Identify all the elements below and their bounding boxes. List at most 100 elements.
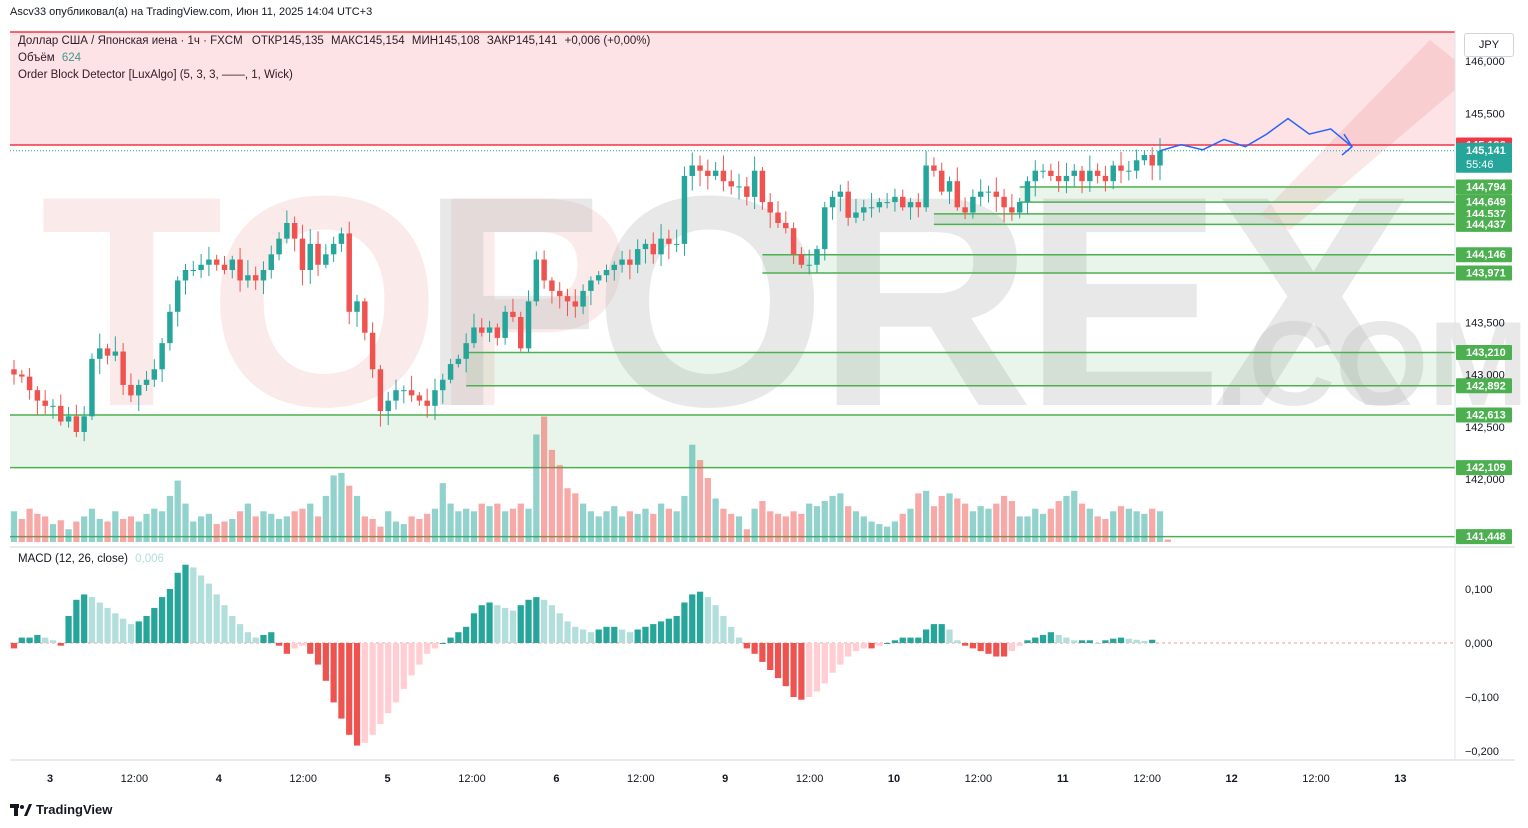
macd-bar <box>657 621 665 643</box>
macd-bar <box>205 583 213 643</box>
volume-bar <box>1110 511 1117 542</box>
candle-body <box>81 416 87 432</box>
volume-bar <box>400 524 407 542</box>
macd-bar <box>1149 639 1156 643</box>
macd-bar <box>923 629 930 643</box>
candle-body <box>486 327 493 333</box>
currency-button[interactable]: JPY <box>1464 33 1514 57</box>
volume-bar <box>408 516 415 542</box>
price-badge-label: 144,794 <box>1466 182 1507 194</box>
macd-bar <box>868 643 875 649</box>
brand-name: TradingView <box>36 802 113 817</box>
candle-body <box>775 212 781 223</box>
candle-body <box>50 405 56 407</box>
volume-bar <box>548 449 556 542</box>
volume-bar <box>127 516 135 542</box>
macd-bar <box>509 610 517 643</box>
volume-bar <box>205 513 213 542</box>
macd-bar <box>673 616 680 643</box>
indicator-legend[interactable]: Order Block Detector [LuxAlgo] (5, 3, 3,… <box>18 69 293 81</box>
bullish-zone <box>933 213 1455 225</box>
volume-bar <box>159 511 166 542</box>
volume-bar <box>720 508 727 542</box>
macd-bar <box>361 643 368 743</box>
candle-body <box>673 243 680 245</box>
candle-body <box>463 343 469 359</box>
volume-bar <box>385 511 392 542</box>
macd-bar <box>696 591 704 643</box>
volume-bar <box>26 508 33 542</box>
candle-body <box>907 202 914 208</box>
open-label: ОТКР <box>251 35 283 47</box>
time-tick-label: 9 <box>722 773 728 785</box>
macd-bar <box>392 643 400 703</box>
volume-bar <box>509 508 517 542</box>
macd-bar <box>743 643 750 649</box>
macd-bar <box>416 643 423 665</box>
candle-body <box>291 222 298 239</box>
volume-bar <box>377 526 384 542</box>
macd-bar <box>611 626 618 643</box>
volume-bar <box>556 465 563 542</box>
tradingview-logo[interactable]: TradingView <box>10 802 112 817</box>
candle-body <box>245 275 251 281</box>
candle-body <box>892 196 898 203</box>
volume-bar <box>774 513 782 542</box>
macd-bar <box>81 594 88 643</box>
macd-bar <box>159 597 166 643</box>
candle-body <box>720 170 727 182</box>
macd-bar <box>299 643 306 646</box>
macd-bar <box>322 643 329 681</box>
volume-bar <box>1149 508 1156 542</box>
macd-bar <box>252 637 259 643</box>
candle-body <box>837 191 844 197</box>
candle-body <box>510 311 516 318</box>
macd-bar <box>1102 640 1109 643</box>
candle-body <box>276 238 282 255</box>
volume-bar <box>829 495 836 542</box>
volume-bar <box>782 516 789 542</box>
macd-bar <box>689 594 696 643</box>
candle-body <box>619 259 625 265</box>
candle-body <box>213 259 220 265</box>
volume-bar <box>213 524 220 542</box>
macd-bar <box>548 605 556 643</box>
macd-tick-label: −0,200 <box>1465 746 1499 758</box>
candle-body <box>915 202 922 208</box>
volume-bar <box>954 498 961 542</box>
watermark-arrow <box>1260 40 1455 230</box>
macd-legend[interactable]: MACD (12, 26, close) 0,006 <box>18 553 164 565</box>
candle-body <box>416 395 423 401</box>
volume-legend[interactable]: Объём 624 <box>18 52 81 64</box>
candle-body <box>346 233 352 312</box>
volume-bar <box>525 508 532 542</box>
macd-bar <box>985 643 992 654</box>
time-tick-label: 12:00 <box>458 773 486 785</box>
macd-bar <box>213 594 220 643</box>
open-value: 145,135 <box>282 35 324 47</box>
macd-bar <box>572 626 579 643</box>
volume-bar <box>977 506 984 542</box>
volume-bar <box>657 503 665 542</box>
macd-bar <box>720 616 727 643</box>
candle-body <box>603 270 610 276</box>
candle-body <box>798 254 805 265</box>
volume-bar <box>338 472 345 542</box>
order-block-zones <box>10 31 1455 538</box>
candle-body <box>502 311 508 338</box>
candle-body <box>822 207 828 250</box>
volume-bar <box>42 516 49 542</box>
candle-body <box>681 175 688 244</box>
price-badge <box>1456 179 1512 195</box>
symbol-legend[interactable]: Доллар США / Японская иена · 1ч · FXCM О… <box>18 35 650 47</box>
axes: 146,000145,500143,500143,000142,500142,0… <box>10 30 1515 785</box>
macd-bar <box>268 632 275 643</box>
high-label: МАКС <box>331 35 364 47</box>
candle-body <box>65 416 72 422</box>
candle-body <box>237 259 243 281</box>
macd-value: 0,006 <box>135 553 164 565</box>
volume-bar <box>1063 495 1070 542</box>
change-value: +0,006 (+0,00%) <box>564 35 651 47</box>
candle-body <box>151 369 158 380</box>
